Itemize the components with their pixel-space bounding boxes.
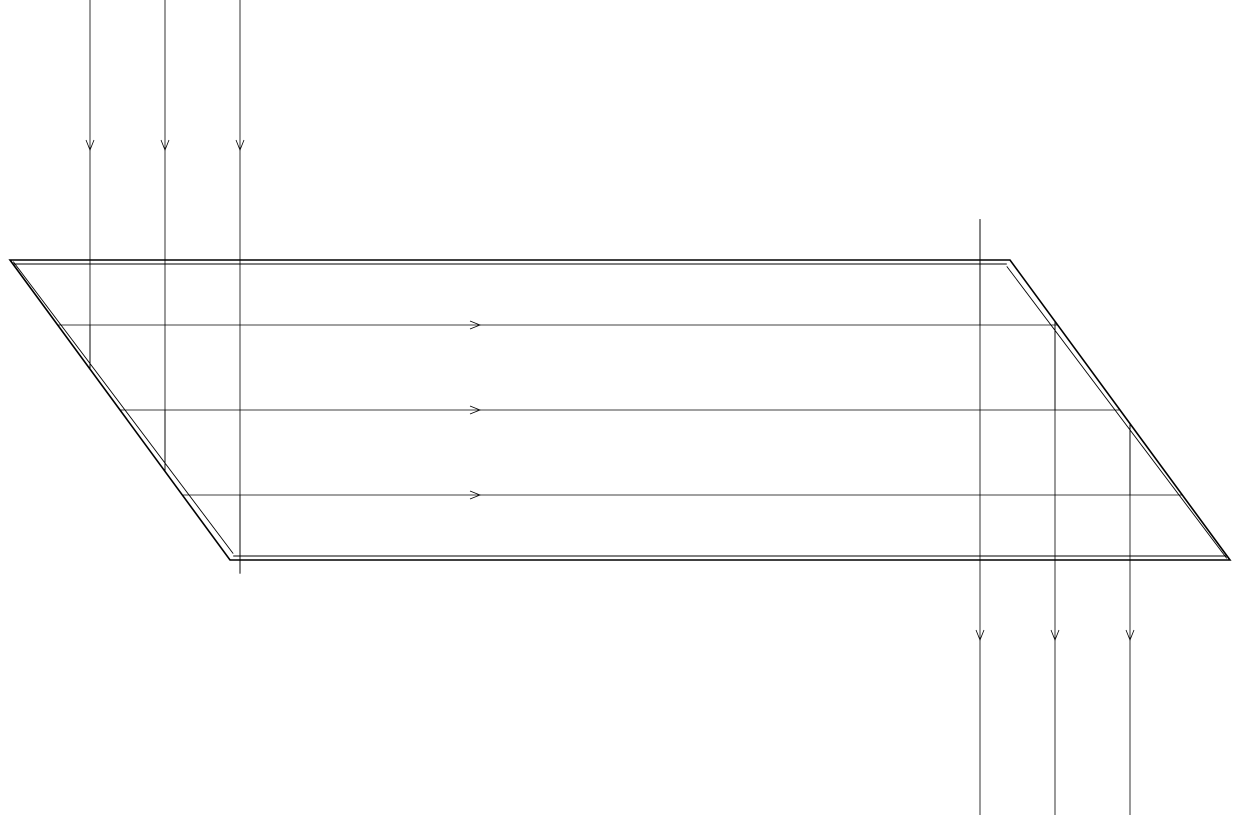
slab-inner-left — [13, 262, 233, 554]
light-refraction-diagram — [0, 0, 1240, 815]
slab-inner-right — [1007, 266, 1227, 558]
